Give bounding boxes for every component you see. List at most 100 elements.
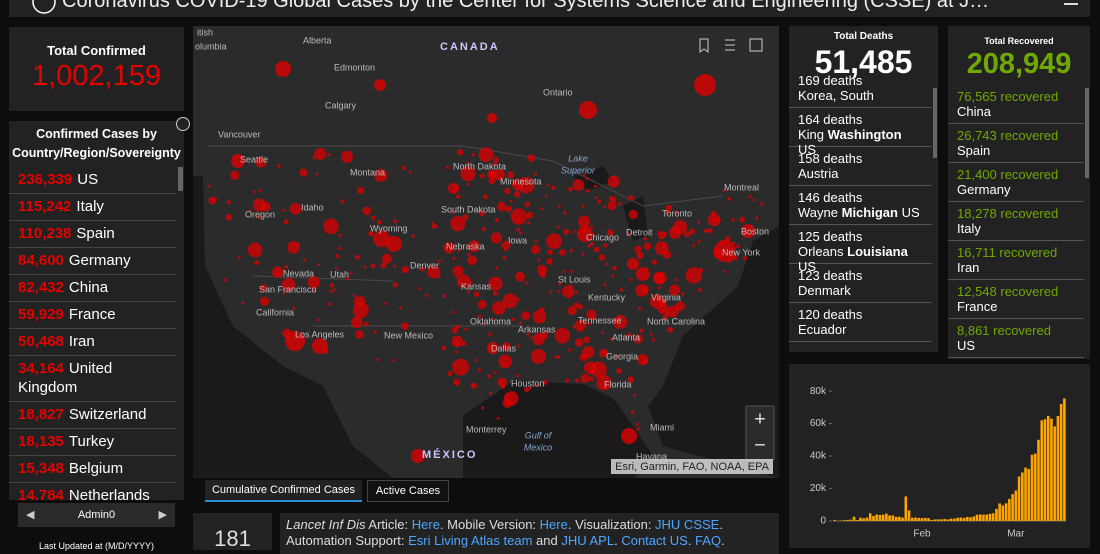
case-circle <box>581 253 584 256</box>
link[interactable]: JHU APL <box>561 533 614 548</box>
link[interactable]: JHU CSSE <box>655 517 719 532</box>
case-circle <box>644 243 651 250</box>
bar <box>950 519 953 521</box>
scrollbar[interactable] <box>1085 88 1089 178</box>
y-tick-label: 40k <box>810 451 827 462</box>
case-circle <box>351 316 363 328</box>
link[interactable]: Contact US <box>621 533 687 548</box>
tab[interactable]: Active Cases <box>367 480 449 502</box>
case-circle <box>330 290 333 293</box>
case-circle <box>589 377 594 382</box>
bar <box>969 517 972 521</box>
case-circle <box>317 319 320 322</box>
place: Spain <box>957 143 1075 158</box>
case-circle <box>371 216 375 220</box>
map-label: Kansas <box>461 281 492 291</box>
scrollbar[interactable] <box>178 167 183 191</box>
map-label: Vancouver <box>218 129 260 139</box>
case-count: 59,929 <box>18 306 64 323</box>
case-circle <box>573 230 576 233</box>
case-circle <box>547 184 550 187</box>
case-circle <box>491 232 502 243</box>
case-circle <box>514 191 521 198</box>
map-label: Denver <box>410 260 439 270</box>
link[interactable]: Here <box>412 517 440 532</box>
next-button[interactable]: ▶ <box>159 503 167 527</box>
map-label: olumbia <box>195 41 227 51</box>
case-circle <box>488 177 495 184</box>
case-circle <box>689 229 695 235</box>
case-circle <box>628 195 633 200</box>
recovered-count: 18,278 recovered <box>957 206 1075 221</box>
case-circle <box>371 263 376 268</box>
label: Total Confirmed <box>9 43 184 58</box>
case-count: 84,600 <box>18 252 64 269</box>
bar <box>1021 472 1024 521</box>
country-name: China <box>69 279 108 296</box>
map-label: Gulf of <box>525 430 553 440</box>
fullscreen-button[interactable] <box>175 116 191 132</box>
case-circle <box>636 422 639 425</box>
case-circle <box>551 186 555 190</box>
bar <box>846 520 849 521</box>
case-circle <box>382 254 392 264</box>
bar <box>1031 455 1034 521</box>
case-circle <box>287 241 300 254</box>
case-circle <box>570 270 573 273</box>
case-circle <box>563 229 569 235</box>
link[interactable]: Esri Living Atlas team <box>408 533 532 548</box>
case-circle <box>599 254 605 260</box>
case-circle <box>312 338 328 354</box>
bar <box>872 516 875 521</box>
case-circle <box>586 189 590 193</box>
place-part: Ecuador <box>798 322 846 337</box>
case-circle <box>505 394 508 397</box>
case-circle <box>575 338 583 346</box>
recovered-count: 26,743 recovered <box>957 128 1075 143</box>
case-circle <box>563 211 567 215</box>
case-circle <box>519 231 522 234</box>
map[interactable]: itisholumbiaAlbertaCANADAEdmontonOntario… <box>193 26 779 478</box>
zoom-out[interactable]: − <box>754 434 766 456</box>
prev-button[interactable]: ◀ <box>26 503 34 527</box>
case-count: 82,432 <box>18 279 64 296</box>
bar <box>982 515 985 521</box>
bar <box>1040 420 1043 521</box>
case-circle <box>314 148 326 160</box>
tab-active[interactable]: Cumulative Confirmed Cases <box>205 480 362 502</box>
map-label: St Louis <box>558 274 591 284</box>
case-circle <box>349 271 352 274</box>
case-circle <box>636 252 643 259</box>
case-circle <box>584 362 597 375</box>
place-part: Austria <box>798 166 838 181</box>
map-label: North Dakota <box>453 161 506 171</box>
case-circle <box>565 379 569 383</box>
country-name: Iran <box>69 333 95 350</box>
place: Ecuador <box>798 322 923 337</box>
list-title: Confirmed Cases by Country/Region/Sovere… <box>9 125 184 163</box>
zoom-in[interactable]: + <box>754 408 766 430</box>
place-part: US <box>902 205 920 220</box>
case-circle <box>471 383 474 386</box>
case-circle <box>455 275 458 278</box>
link[interactable]: FAQ <box>695 533 721 548</box>
bar <box>937 519 940 521</box>
case-circle <box>497 202 506 211</box>
case-circle <box>467 183 470 186</box>
case-circle <box>634 246 641 253</box>
recovered-count: 12,548 recovered <box>957 284 1075 299</box>
map-label: Ontario <box>543 87 573 97</box>
case-circle <box>353 302 369 318</box>
case-circle <box>328 303 331 306</box>
scrollbar[interactable] <box>933 88 937 158</box>
menu-button[interactable] <box>1062 0 1082 17</box>
value: 208,949 <box>948 48 1090 81</box>
link[interactable]: Here <box>540 517 568 532</box>
bar <box>905 496 908 521</box>
place-part: Louisiana <box>847 244 908 259</box>
case-circle <box>355 330 364 339</box>
